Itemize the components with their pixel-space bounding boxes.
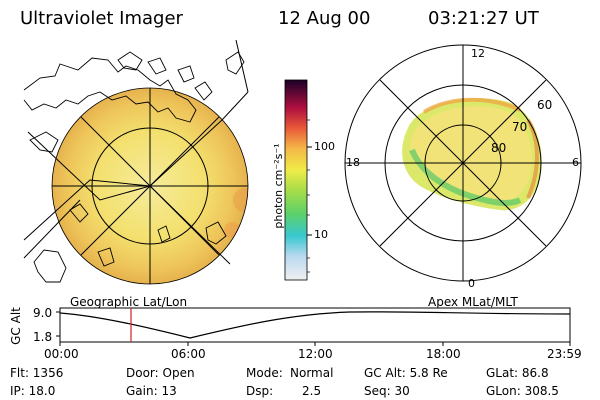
dsp-label: Dsp:: [246, 384, 274, 398]
geographic-caption: Geographic Lat/Lon: [70, 295, 188, 309]
gc-altitude: GC Alt: 5.8 Re: [364, 366, 448, 380]
mlat-mlt-plot: [344, 44, 582, 282]
altitude-ylabel: GC Alt: [9, 307, 23, 345]
polar-grid: [344, 44, 582, 282]
dsp-value: 2.5: [302, 384, 322, 398]
mlt-label-0: 0: [468, 277, 475, 290]
altitude-plot: [56, 307, 571, 346]
altitude-curve: [59, 311, 571, 339]
xtick-1200: 12:00: [298, 347, 333, 361]
geographic-image: [51, 87, 249, 285]
time-label: 03:21:27 UT: [428, 8, 539, 29]
xtick-0000: 00:00: [44, 347, 79, 361]
mlt-label-12: 12: [471, 47, 485, 60]
altitude-ytick-9: 9.0: [33, 306, 53, 320]
colorbar-gradient: [284, 79, 308, 281]
geographic-grid: [23, 39, 249, 285]
colorbar-label-10: 10: [314, 228, 328, 241]
instrument-title: Ultraviolet Imager: [20, 8, 183, 29]
xtick-2359: 23:59: [547, 347, 582, 361]
date-label: 12 Aug 00: [278, 8, 371, 29]
coastlines: [23, 51, 245, 283]
door-status: Door: Open: [126, 366, 195, 380]
mlt-label-18: 18: [346, 156, 360, 169]
gain-value: Gain: 13: [126, 384, 177, 398]
mlat-label-80: 80: [491, 141, 507, 155]
flight-number: Flt: 1356: [10, 366, 64, 380]
colorbar-unit-label: photon cm⁻²s⁻¹: [272, 143, 285, 229]
colorbar-label-100: 100: [314, 140, 335, 153]
apex-caption: Apex MLat/MLT: [428, 295, 518, 309]
ip-value: IP: 18.0: [10, 384, 56, 398]
altitude-ytick-1-8: 1.8: [33, 330, 53, 344]
colorbar: [284, 79, 312, 281]
mode-label: Mode:: [246, 366, 283, 380]
mode-value: Normal: [290, 366, 334, 380]
xtick-1800: 18:00: [426, 347, 461, 361]
sequence-number: Seq: 30: [364, 384, 410, 398]
xtick-0600: 06:00: [171, 347, 206, 361]
geographic-latitude: GLat: 86.8: [486, 366, 549, 380]
geographic-longitude: GLon: 308.5: [486, 384, 559, 398]
mlt-label-6: 6: [572, 156, 579, 169]
mlat-label-60: 60: [537, 98, 553, 112]
mlat-label-70: 70: [512, 120, 528, 134]
